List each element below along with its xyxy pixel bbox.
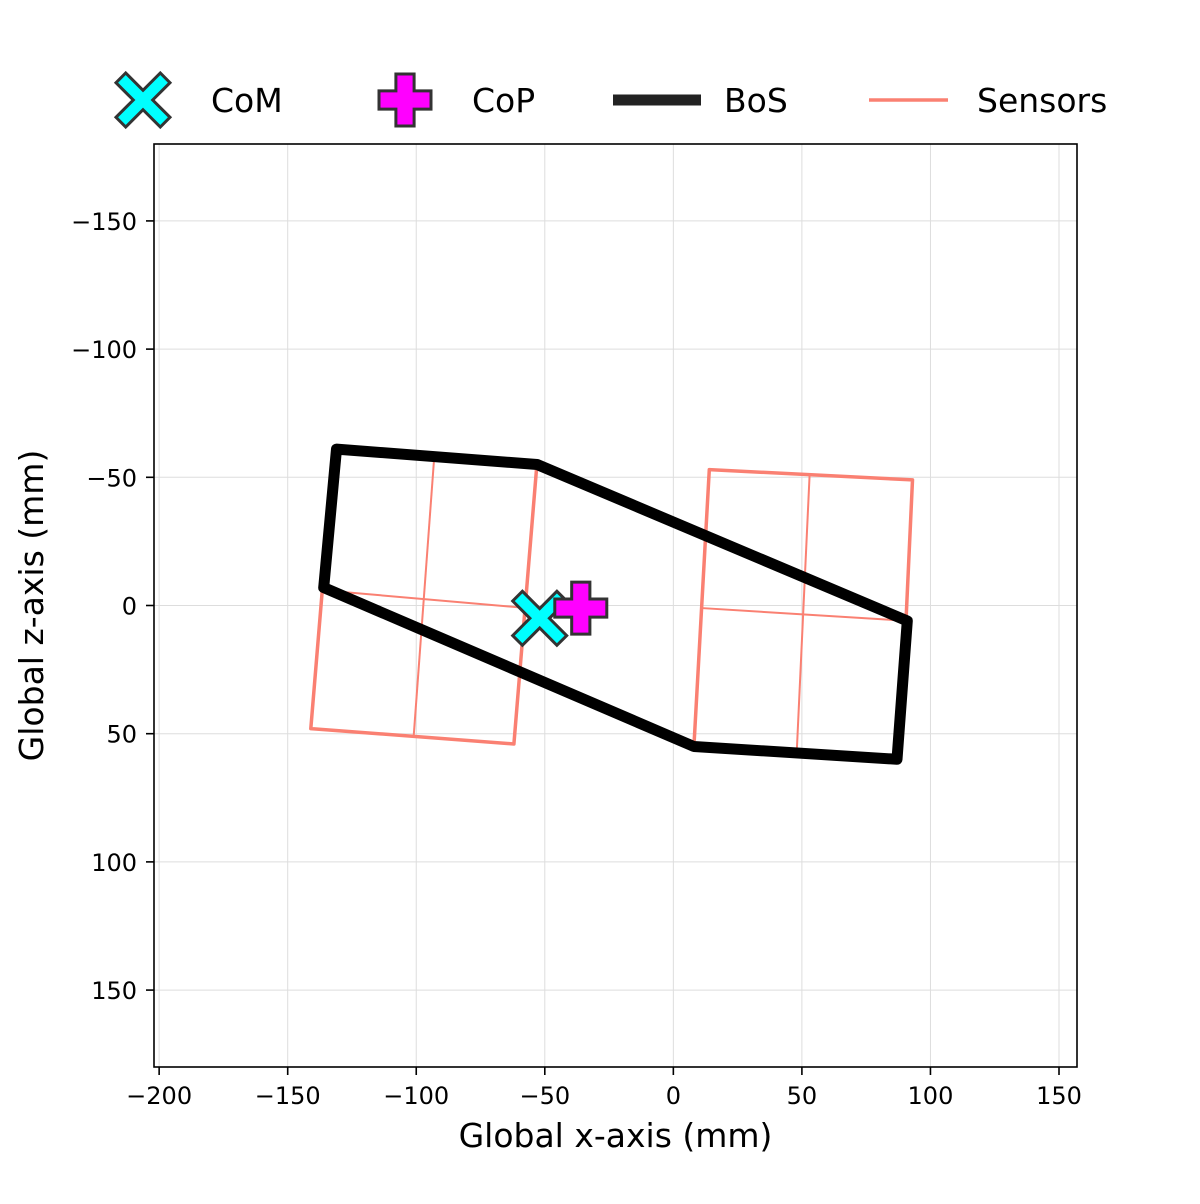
- sensor-plate-divider: [795, 474, 811, 752]
- legend: CoM CoP BoS Sensors: [113, 70, 1107, 130]
- x-tick-label: −200: [126, 1082, 192, 1110]
- legend-com-label: CoM: [211, 81, 283, 120]
- legend-item-sensors: Sensors: [869, 81, 1107, 120]
- x-axis-label: Global x-axis (mm): [459, 1116, 773, 1155]
- x-tick-label: 50: [787, 1082, 818, 1110]
- x-tick-label: −150: [255, 1082, 321, 1110]
- grid-layer: [154, 144, 1077, 1067]
- y-tick-label: 0: [122, 593, 137, 621]
- legend-cop-label: CoP: [472, 81, 535, 120]
- x-tick-label: 100: [908, 1082, 954, 1110]
- legend-item-bos: BoS: [613, 81, 788, 120]
- x-tick-label: −100: [383, 1082, 449, 1110]
- sensor-plate-divider: [412, 456, 436, 737]
- legend-cop-marker: [377, 72, 433, 128]
- y-tick-label: 100: [91, 849, 137, 877]
- cop-marker: [553, 580, 609, 636]
- x-tick-label: 150: [1036, 1082, 1082, 1110]
- sensor-plate-divider: [321, 589, 527, 610]
- x-tick-label: −50: [519, 1082, 570, 1110]
- legend-com-marker: [113, 70, 173, 130]
- legend-item-cop: CoP: [377, 72, 535, 128]
- y-tick-label: −150: [71, 208, 137, 236]
- y-tick-label: 150: [91, 977, 137, 1005]
- bos-polygon: [318, 443, 913, 765]
- y-tick-label: −100: [71, 336, 137, 364]
- y-axis-label: Global z-axis (mm): [12, 450, 51, 762]
- legend-sensors-label: Sensors: [977, 81, 1107, 120]
- tick-layer: −200 −150 −100 −50 0 50 100 150 −150 −100 −50 0 50 10…: [71, 208, 1082, 1110]
- y-tick-label: −50: [86, 464, 137, 492]
- data-layer: [309, 443, 915, 765]
- sensor-plate-divider: [701, 607, 908, 622]
- legend-bos-label: BoS: [724, 81, 788, 120]
- x-tick-label: 0: [666, 1082, 681, 1110]
- legend-item-com: CoM: [113, 70, 283, 130]
- y-tick-label: 50: [106, 721, 137, 749]
